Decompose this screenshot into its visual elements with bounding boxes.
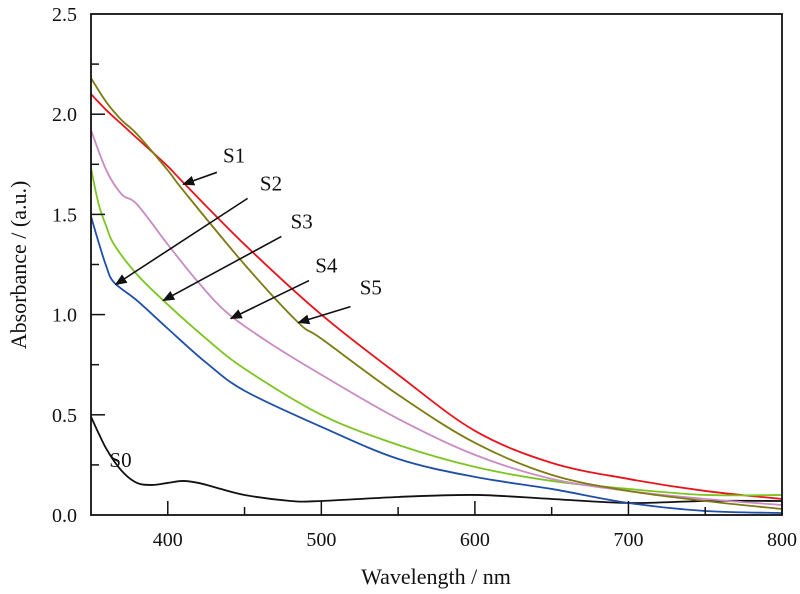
series-label-s0: S0 [109, 448, 131, 472]
series-line-s5 [90, 77, 783, 510]
x-axis-title: Wavelength / nm [361, 564, 511, 589]
series-label-s5: S5 [360, 276, 382, 300]
y-tick-label: 1.0 [52, 305, 77, 327]
series-line-s3 [90, 168, 783, 497]
series-line-s1 [90, 93, 783, 500]
arrow-s3 [162, 235, 282, 302]
x-tick-label: 500 [306, 529, 336, 551]
x-tick-label: 800 [767, 529, 797, 551]
series-label-s1: S1 [223, 143, 245, 167]
arrow-s1 [182, 171, 218, 186]
y-tick-label: 2.0 [52, 104, 77, 126]
tick-layer: 400 500 600 700 800 0.0 0.5 1.0 1.5 2.0 2.5 [52, 4, 797, 551]
y-tick-label: 0.5 [52, 405, 77, 427]
x-tick-label: 600 [460, 529, 490, 551]
series-line-s2 [90, 216, 783, 514]
series-label-s4: S4 [315, 254, 338, 278]
series-line-s4 [90, 129, 783, 506]
y-tick-label: 2.5 [52, 4, 77, 26]
series-layer [90, 77, 783, 514]
arrow-s2 [114, 197, 249, 286]
arrow-s5 [297, 305, 351, 325]
x-tick-label: 400 [153, 529, 183, 551]
series-label-s2: S2 [260, 171, 282, 195]
y-tick-label: 0.0 [52, 505, 77, 527]
series-label-s3: S3 [291, 209, 313, 233]
series-line-s0 [90, 416, 783, 504]
x-tick-label: 700 [613, 529, 643, 551]
plot-frame [90, 13, 783, 516]
arrow-s4 [229, 279, 310, 320]
y-axis-title: Absorbance / (a.u.) [6, 181, 31, 350]
y-tick-label: 1.5 [52, 204, 77, 226]
